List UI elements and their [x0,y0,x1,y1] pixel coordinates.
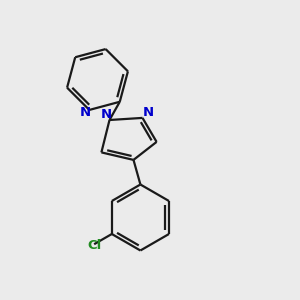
Text: N: N [100,108,112,121]
Text: N: N [142,106,154,119]
Text: Cl: Cl [87,239,101,252]
Text: N: N [80,106,91,119]
